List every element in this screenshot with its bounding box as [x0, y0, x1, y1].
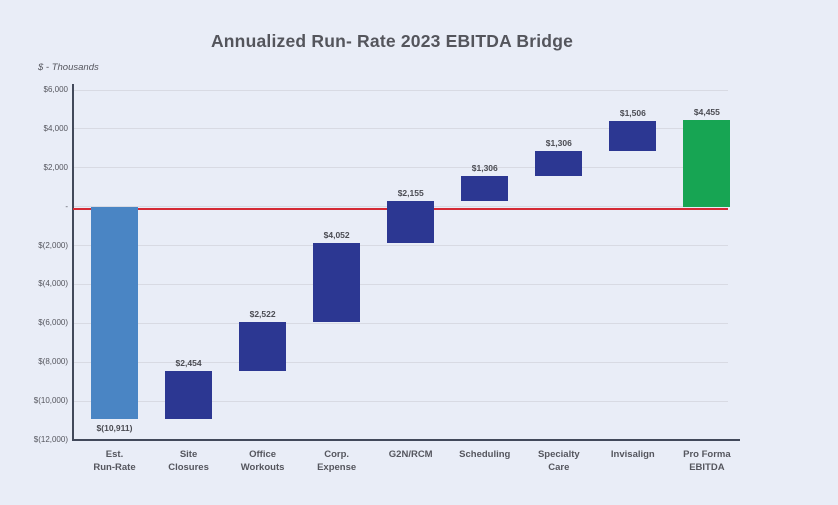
category-label: Est. Run-Rate	[93, 449, 136, 473]
y-tick-label: $(4,000)	[38, 279, 68, 289]
bar-value-label: $(10,911)	[96, 422, 133, 433]
gridline	[73, 245, 728, 247]
gridline	[73, 400, 728, 402]
bar-value-label: $1,506	[619, 108, 646, 119]
category-label: G2N/RCM	[388, 449, 433, 460]
waterfall-bar	[313, 243, 361, 323]
y-tick-label: $6,000	[43, 85, 68, 94]
waterfall-bar	[683, 120, 731, 207]
waterfall-bar	[535, 150, 583, 176]
category-label: Corp. Expense	[317, 449, 357, 473]
y-tick-label: -	[65, 201, 68, 211]
bar-value-label: $2,155	[397, 188, 424, 199]
gridline	[73, 361, 728, 363]
bar-value-label: $4,052	[323, 230, 350, 241]
bar-value-label: $1,306	[545, 137, 572, 148]
y-tick-label: $(10,000)	[33, 396, 68, 406]
y-tick-label: $(6,000)	[38, 318, 68, 328]
y-tick-label: $(2,000)	[38, 240, 68, 250]
category-label: Scheduling	[459, 449, 511, 460]
category-label: Site Closures	[168, 449, 209, 473]
waterfall-bar	[91, 206, 138, 419]
y-tick-label: $2,000	[43, 162, 68, 172]
gridline	[73, 322, 728, 324]
x-axis-line	[72, 439, 740, 441]
gridline	[73, 283, 728, 285]
category-label: Office Workouts	[240, 449, 285, 473]
waterfall-bar	[387, 201, 435, 244]
chart-title: Annualized Run- Rate 2023 EBITDA Bridge	[210, 31, 574, 51]
bar-value-label: $1,306	[471, 162, 498, 173]
bar-value-label: $4,455	[693, 107, 720, 118]
bar-value-label: $2,454	[175, 358, 202, 369]
y-axis-line	[72, 84, 74, 440]
category-label: Specialty Care	[537, 449, 580, 473]
bar-value-label: $2,522	[249, 309, 276, 320]
y-tick-label: $(8,000)	[38, 357, 68, 367]
y-axis-units-label: $ - Thousands	[38, 62, 99, 73]
category-label: Pro Forma EBITDA	[683, 449, 731, 473]
gridline	[73, 167, 728, 169]
category-label: Invisalign	[610, 449, 655, 460]
waterfall-bar	[609, 121, 657, 151]
waterfall-bar	[165, 371, 213, 419]
y-tick-label: $4,000	[43, 123, 68, 133]
waterfall-bar	[461, 175, 509, 202]
y-tick-label: $(12,000)	[33, 435, 68, 444]
gridline	[73, 89, 728, 91]
gridline	[73, 128, 728, 130]
waterfall-bar	[239, 322, 287, 372]
